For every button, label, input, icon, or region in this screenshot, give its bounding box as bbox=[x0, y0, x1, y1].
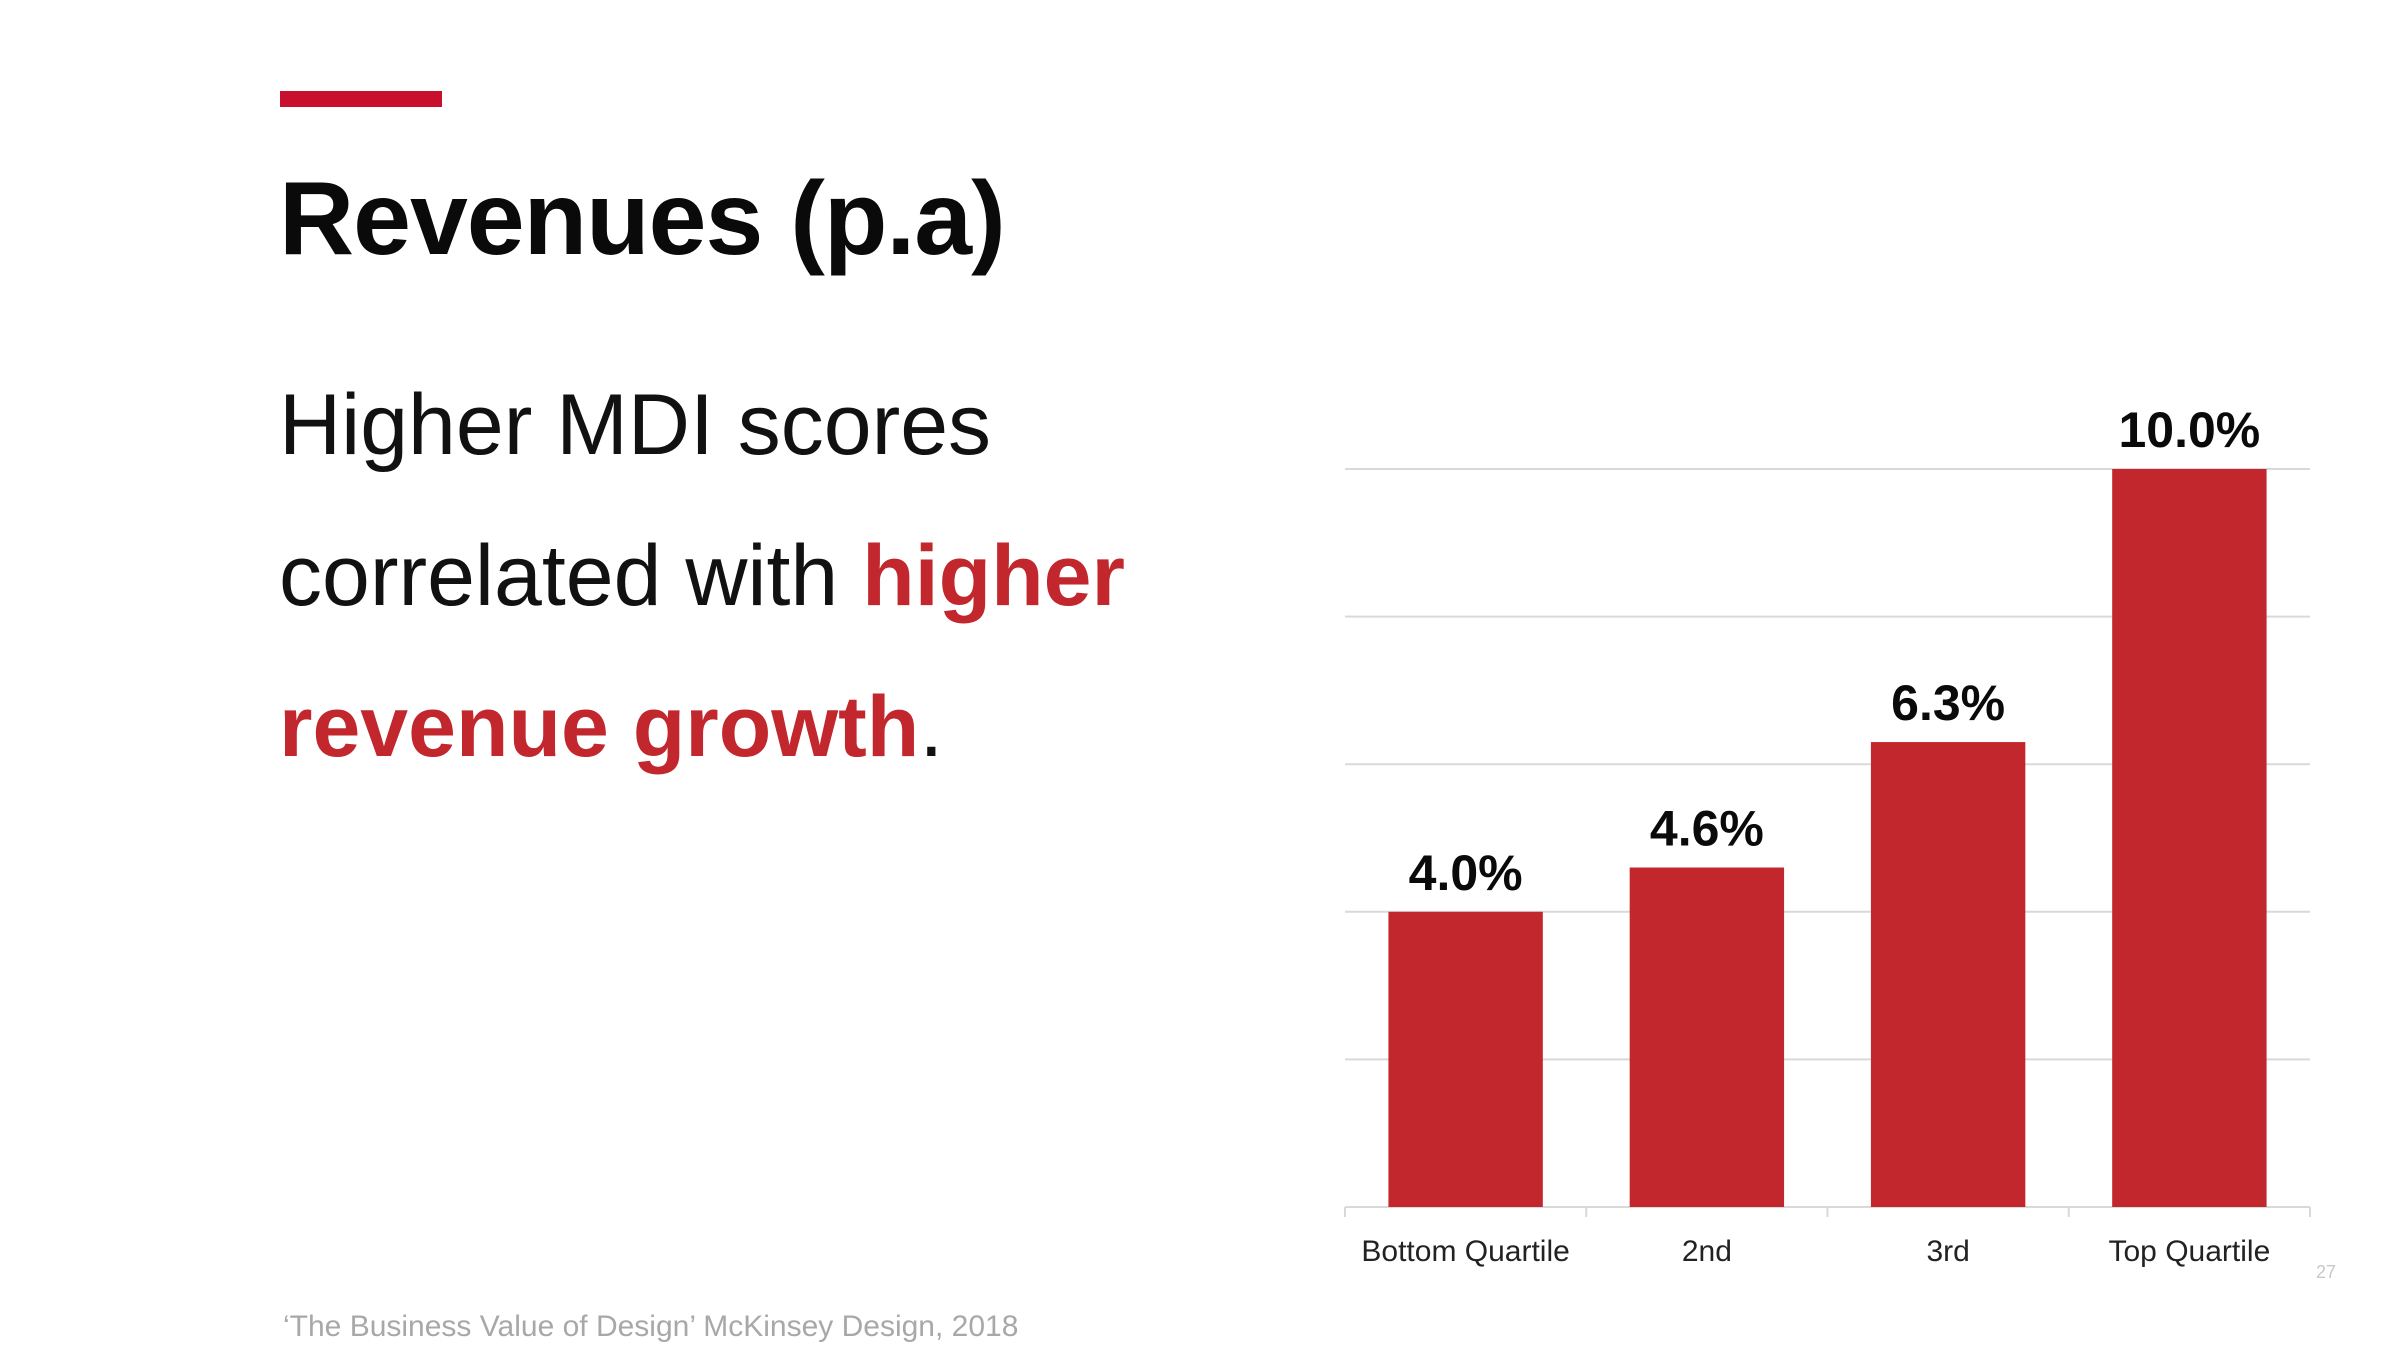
headline-period: . bbox=[919, 679, 944, 775]
bar bbox=[1388, 911, 1543, 1207]
headline-line-2-plain: correlated with bbox=[279, 528, 863, 624]
headline: Higher MDI scores correlated with higher r… bbox=[279, 350, 1239, 803]
bar bbox=[1870, 742, 2026, 1207]
title-accent-bar bbox=[280, 91, 442, 107]
headline-emphasis-revenue-growth: revenue growth bbox=[279, 679, 920, 775]
x-tick-label: 2nd bbox=[1682, 1235, 1732, 1268]
data-label: 10.0% bbox=[2118, 402, 2260, 458]
page-number: 27 bbox=[2316, 1262, 2337, 1282]
bar bbox=[1629, 867, 1785, 1207]
x-tick-label: Top Quartile bbox=[2109, 1235, 2271, 1268]
data-label: 4.6% bbox=[1650, 801, 1764, 857]
page-title: Revenues (p.a) bbox=[279, 161, 1006, 277]
x-tick-label: Bottom Quartile bbox=[1361, 1235, 1569, 1268]
headline-line-1: Higher MDI scores bbox=[279, 377, 992, 473]
source-citation: ‘The Business Value of Design’ McKinsey … bbox=[283, 1310, 1019, 1343]
data-label: 6.3% bbox=[1891, 675, 2005, 731]
x-tick-label: 3rd bbox=[1926, 1235, 1969, 1268]
data-label: 4.0% bbox=[1409, 845, 1523, 901]
bar bbox=[2112, 469, 2267, 1207]
headline-emphasis-higher: higher bbox=[862, 528, 1125, 624]
